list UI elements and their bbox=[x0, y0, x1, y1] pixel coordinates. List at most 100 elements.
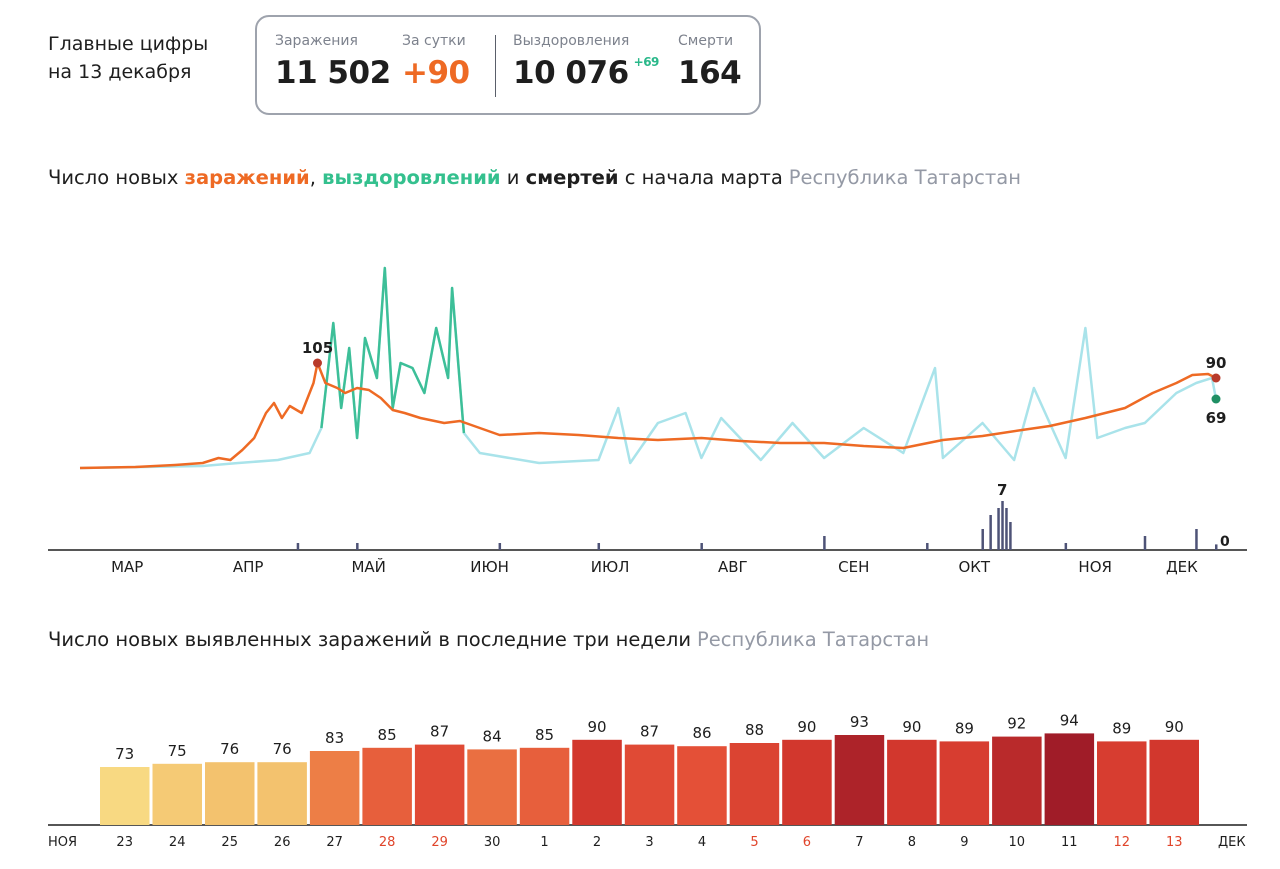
bar-category-label: 9 bbox=[960, 835, 968, 850]
death-bar bbox=[1009, 522, 1012, 550]
bar-category-label: 24 bbox=[169, 835, 186, 850]
bar-category-label: 13 bbox=[1166, 835, 1183, 850]
chart2-title-region: Республика Татарстан bbox=[697, 628, 930, 651]
bar bbox=[519, 747, 570, 825]
death-bar bbox=[1143, 536, 1147, 550]
summary-title: Главные цифры на 13 декабря bbox=[48, 30, 208, 86]
stat-recoveries-label: Выздоровления bbox=[513, 33, 630, 49]
stat-deaths: Смерти 164 bbox=[678, 33, 742, 91]
bar bbox=[677, 746, 727, 825]
death-bar bbox=[997, 508, 1000, 550]
annotation-dot bbox=[312, 358, 322, 368]
bar-value-label: 76 bbox=[273, 740, 292, 758]
stats-card: Заражения 11 502 За сутки +90 Выздоровле… bbox=[255, 15, 761, 115]
timeline-chart: 105 90 69 7 0 МАР АПР МАЙ ИЮН ИЮЛ АВГ СЕН ОКТ НОЯ ДЕК bbox=[48, 266, 1247, 576]
bar-category-label: 7 bbox=[855, 835, 863, 850]
bar bbox=[572, 739, 622, 825]
bar bbox=[414, 744, 465, 825]
bar-value-label: 87 bbox=[430, 723, 449, 741]
bar-category-label: 6 bbox=[803, 835, 811, 850]
bar bbox=[309, 751, 360, 825]
stat-daily-label: За сутки bbox=[402, 33, 466, 49]
bar-value-label: 75 bbox=[168, 742, 187, 760]
bar-category-label: 8 bbox=[908, 835, 916, 850]
stat-recoveries-daily: +69 bbox=[633, 55, 660, 69]
summary-title-line1: Главные цифры bbox=[48, 33, 209, 55]
stat-daily-value: +90 bbox=[402, 55, 470, 91]
bar-value-label: 90 bbox=[587, 718, 606, 736]
bar bbox=[939, 741, 990, 825]
death-bar bbox=[981, 529, 984, 550]
month-tick-label: АВГ bbox=[718, 558, 748, 576]
chart1-title-comma: , bbox=[309, 166, 323, 189]
recoveries-peak-line bbox=[320, 266, 466, 440]
death-bar bbox=[1215, 544, 1218, 550]
death-bar bbox=[989, 515, 992, 550]
death-bar bbox=[296, 543, 300, 550]
bar bbox=[1149, 739, 1199, 825]
bar-month-start-label: НОЯ bbox=[48, 835, 77, 850]
chart1-title-part2: с начала марта bbox=[618, 166, 783, 189]
bar-value-label: 89 bbox=[1112, 719, 1131, 737]
chart1-title: Число новых заражений, выздоровлений и с… bbox=[48, 166, 1021, 189]
bar-value-label: 83 bbox=[325, 729, 344, 747]
stat-infections-value: 11 502 bbox=[275, 55, 391, 91]
bar-value-label: 92 bbox=[1007, 715, 1026, 733]
death-bar bbox=[700, 543, 703, 550]
bar-month-end-label: ДЕК bbox=[1218, 835, 1246, 850]
bar-value-label: 90 bbox=[797, 718, 816, 736]
stats-divider bbox=[495, 35, 496, 97]
death-bar bbox=[498, 543, 502, 550]
recoveries-line bbox=[79, 266, 1218, 470]
month-tick-label: МАЙ bbox=[351, 557, 385, 576]
infections-line bbox=[79, 361, 1217, 470]
death-bar bbox=[1005, 508, 1008, 550]
month-tick-label: СЕН bbox=[838, 558, 869, 576]
bar-category-label: 5 bbox=[750, 835, 758, 850]
bar bbox=[729, 743, 780, 825]
stat-infections-label: Заражения bbox=[275, 33, 358, 49]
chart1-title-deaths: смертей bbox=[525, 166, 619, 189]
month-tick-label: ИЮЛ bbox=[591, 558, 630, 576]
bar-category-label: 25 bbox=[221, 835, 238, 850]
bar-category-label: 23 bbox=[116, 835, 133, 850]
death-bar bbox=[926, 543, 929, 550]
bar bbox=[152, 763, 202, 825]
month-tick-label: МАР bbox=[111, 558, 143, 576]
bar-value-label: 89 bbox=[955, 719, 974, 737]
annotation-dot bbox=[1211, 394, 1221, 404]
chart2-title: Число новых выявленных заражений в после… bbox=[48, 628, 929, 651]
bar bbox=[834, 735, 885, 825]
bar-value-label: 85 bbox=[378, 726, 397, 744]
death-bar bbox=[1064, 543, 1068, 550]
bar bbox=[887, 739, 937, 825]
bar-category-label: 2 bbox=[593, 835, 601, 850]
month-tick-label: ДЕК bbox=[1166, 558, 1198, 576]
bar-category-label: 29 bbox=[431, 835, 448, 850]
stat-infections: Заражения 11 502 bbox=[275, 33, 391, 91]
stat-daily: За сутки +90 bbox=[402, 33, 470, 91]
month-tick-label: ОКТ bbox=[958, 558, 990, 576]
annotation-label: 105 bbox=[302, 339, 333, 357]
bar bbox=[467, 749, 517, 825]
bar bbox=[257, 762, 307, 825]
bar bbox=[992, 736, 1042, 825]
chart1-title-and: и bbox=[500, 166, 526, 189]
death-bar bbox=[1001, 501, 1004, 550]
chart2-title-text: Число новых выявленных заражений в после… bbox=[48, 628, 691, 651]
bar-value-label: 86 bbox=[692, 724, 711, 742]
summary-title-line2: на 13 декабря bbox=[48, 61, 192, 83]
month-tick-label: АПР bbox=[233, 558, 264, 576]
death-bar bbox=[1195, 529, 1198, 550]
bar-value-label: 94 bbox=[1060, 711, 1079, 729]
bar-category-label: 30 bbox=[484, 835, 501, 850]
bar bbox=[1097, 741, 1147, 825]
annotation-label: 90 bbox=[1206, 354, 1227, 372]
bar-category-label: 28 bbox=[379, 835, 396, 850]
stat-recoveries-value-row: 10 076 +69 bbox=[513, 55, 659, 91]
bar-value-label: 90 bbox=[1165, 718, 1184, 736]
stat-recoveries-value: 10 076 bbox=[513, 55, 629, 91]
bar-value-label: 93 bbox=[850, 713, 869, 731]
death-bar bbox=[356, 543, 359, 550]
bar bbox=[100, 767, 150, 825]
